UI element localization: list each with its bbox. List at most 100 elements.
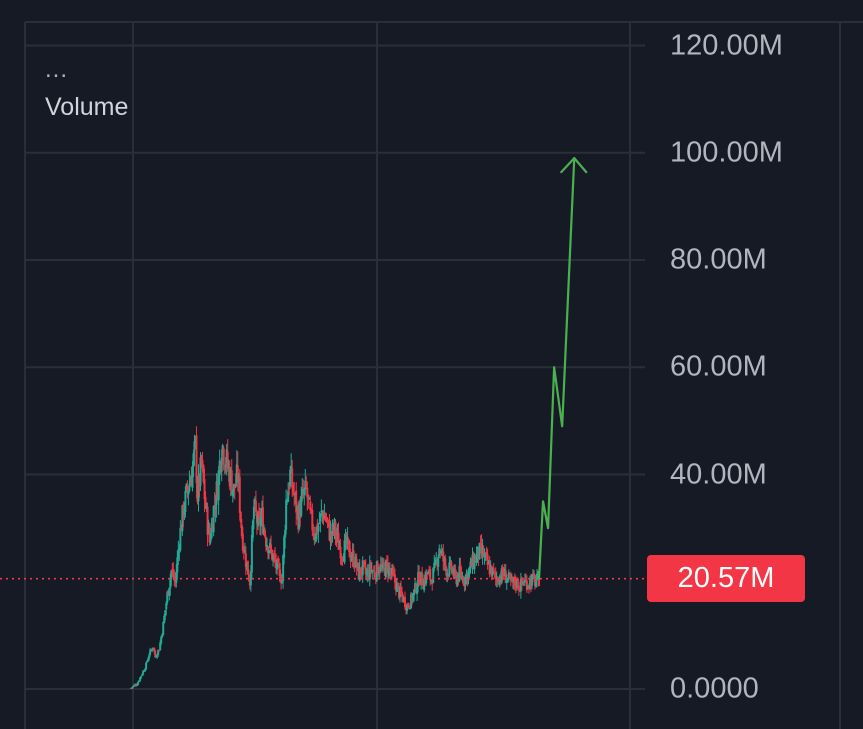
candle-body: [335, 533, 338, 537]
candle-body: [229, 470, 232, 486]
candle-body: [465, 573, 468, 578]
candle-body: [432, 567, 435, 583]
candle-body: [271, 549, 274, 560]
candle-body: [231, 489, 234, 496]
candle-body: [150, 649, 153, 651]
candle-body: [331, 523, 334, 534]
candle-body: [416, 587, 419, 594]
candle-body: [166, 592, 169, 603]
candle-body: [298, 503, 301, 529]
candle-body: [424, 576, 427, 583]
candle-body: [237, 478, 240, 482]
candle-body: [370, 569, 373, 572]
candle-body: [308, 498, 311, 500]
candle-body: [477, 548, 480, 559]
candle-body: [239, 511, 242, 523]
candle-body: [363, 561, 366, 566]
candle-body: [167, 590, 170, 596]
legend-more-button[interactable]: ...: [45, 56, 69, 83]
candle-body: [487, 562, 490, 565]
candle-body: [438, 548, 441, 556]
candle-body: [289, 469, 292, 487]
candle-body: [386, 562, 389, 575]
candle-body: [406, 604, 409, 611]
candle-body: [309, 501, 312, 511]
candle-body: [411, 594, 414, 602]
candle-body: [339, 546, 342, 559]
candle-body: [149, 649, 152, 655]
candle-body: [181, 505, 184, 532]
candle-body: [195, 435, 198, 484]
candle-body: [476, 546, 479, 556]
candle-body: [244, 553, 247, 568]
candle-body: [360, 573, 363, 575]
candle-body: [152, 647, 155, 650]
candle-body: [382, 562, 385, 567]
y-tick-label: 0.0000: [670, 672, 759, 705]
candle-body: [525, 580, 528, 591]
candle-body: [437, 556, 440, 567]
candle-body: [417, 572, 420, 587]
candle-body: [509, 574, 512, 581]
candle-body: [431, 582, 434, 585]
candle-body: [249, 571, 252, 586]
candle-body: [532, 573, 535, 577]
candle-body: [480, 543, 483, 554]
candle-body: [183, 509, 186, 515]
candle-body: [394, 581, 397, 591]
candle-body: [489, 566, 492, 573]
candle-body: [463, 582, 466, 584]
candle-body: [314, 537, 317, 541]
candle-body: [307, 494, 310, 498]
candle-body: [156, 655, 159, 658]
candle-body: [514, 582, 517, 587]
candle-body: [264, 538, 267, 547]
candle-body: [347, 539, 350, 543]
candle-body: [355, 558, 358, 569]
candle-body: [372, 570, 375, 572]
candle-body: [216, 482, 219, 500]
candle-body: [385, 559, 388, 561]
candle-body: [381, 563, 384, 568]
candle-body: [253, 499, 256, 505]
candle-body: [221, 445, 224, 455]
candle-body: [144, 669, 147, 671]
candle-body: [176, 557, 179, 573]
candle-body: [403, 597, 406, 601]
candle-body: [507, 572, 510, 580]
candle-body: [248, 580, 251, 586]
candle-body: [495, 578, 498, 580]
candle-body: [245, 562, 248, 570]
candle-body: [210, 523, 213, 539]
candle-body: [404, 596, 407, 608]
candle-body: [497, 581, 500, 585]
candle-body: [291, 468, 294, 488]
candle-body: [322, 512, 325, 522]
candle-body: [197, 475, 200, 502]
candle-body: [269, 542, 272, 549]
candle-body: [345, 534, 348, 544]
candle-body: [511, 577, 514, 583]
candle-body: [285, 499, 288, 530]
candle-body: [241, 533, 244, 551]
candle-body: [294, 493, 297, 495]
candle-body: [209, 539, 212, 543]
candle-body: [190, 479, 193, 487]
candle-body: [420, 571, 423, 584]
candle-body: [535, 573, 538, 581]
candle-body: [256, 514, 259, 527]
candle-body: [234, 484, 237, 487]
candle-body: [494, 573, 497, 579]
candle-body: [165, 603, 168, 610]
candle-body: [427, 571, 430, 575]
candle-body: [361, 560, 364, 576]
candle-body: [522, 584, 525, 586]
candle-body: [317, 526, 320, 532]
candle-body: [377, 571, 380, 573]
candle-body: [312, 532, 315, 535]
candle-body: [479, 543, 482, 545]
candle-body: [413, 589, 416, 596]
candle-body: [172, 569, 175, 578]
